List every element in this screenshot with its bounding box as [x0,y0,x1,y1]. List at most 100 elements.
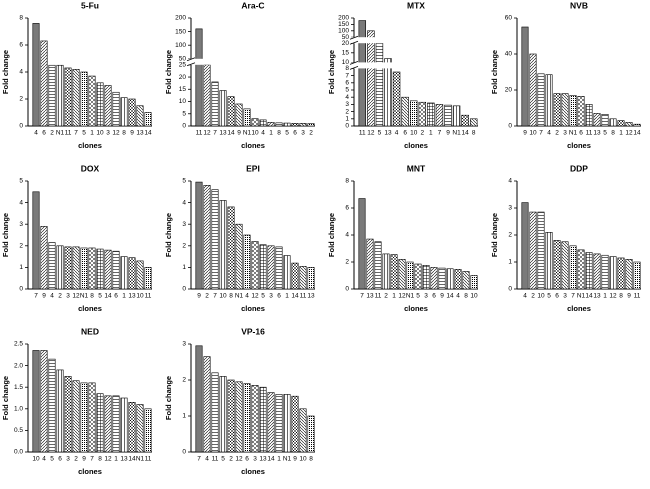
x-tick-label: 14 [267,456,275,463]
bar [203,64,211,127]
x-tick-label: 9 [627,293,631,300]
y-tick-label: 0 [19,286,23,293]
bar [80,247,88,290]
x-tick-label: 7 [34,293,38,300]
x-axis-label: clones [241,304,265,313]
y-tick-label: 2 [19,243,23,250]
bar [219,90,227,127]
bar [112,250,120,290]
bar [617,257,625,290]
x-tick-label: 7 [213,293,217,300]
x-tick-label: 12 [235,456,243,463]
bar [219,200,227,290]
bar [601,254,609,290]
x-tick-label: 12 [203,130,211,137]
bar [593,253,601,290]
bar [427,102,435,127]
bar [283,394,291,453]
bar [40,226,48,290]
x-tick-label: 6 [277,293,281,300]
y-tick-label: 2 [345,108,349,115]
bar [235,381,243,453]
bar [392,71,401,127]
bar [144,408,152,453]
bar [617,120,625,127]
bar [32,191,40,290]
bar [545,232,553,290]
x-tick-label: 13 [120,456,128,463]
bar [32,350,40,453]
x-tick-label: 3 [106,130,110,137]
y-tick-label: 2 [19,96,23,103]
y-tick-label: 3 [19,221,23,228]
bar [120,97,128,127]
y-tick-label: 2 [508,232,512,239]
y-tick-label: 7 [345,72,349,79]
bar [56,245,64,290]
bar [452,105,461,127]
bar [128,98,136,127]
y-tick-label: 2.0 [14,362,23,369]
bar [446,268,454,290]
bar [299,123,307,127]
y-tick-label: 25 [179,62,187,69]
y-tick-label: 50 [179,56,187,63]
x-tick-label: 10 [537,293,545,300]
bar [96,82,104,127]
x-tick-label: 1 [392,293,396,300]
panel-title: MNT [407,163,426,173]
bar [469,118,478,127]
x-tick-label: 4 [34,130,38,137]
bar [64,67,72,127]
x-tick-label: 10 [219,293,227,300]
x-tick-label: 5 [82,130,86,137]
x-tick-label: 11 [586,130,593,137]
x-tick-label: 2 [384,293,388,300]
panel-title: MTX [407,0,425,10]
bar [569,95,577,127]
y-tick-label: 0 [508,123,512,130]
axis-break-mark [186,62,196,67]
bar [291,395,299,453]
x-tick-label: 13 [307,293,315,300]
bar [384,58,392,127]
bar [112,91,120,127]
x-tick-label: 13 [219,130,227,137]
axis-break-mark [349,66,359,70]
bar [211,372,219,453]
bar [80,71,88,127]
x-tick-label: N1 [577,293,586,300]
bar [275,122,283,127]
bar [72,69,80,127]
bar [537,73,545,127]
bar [72,246,80,290]
x-tick-label: 3 [563,293,567,300]
bar [601,114,609,127]
y-tick-label: 0 [182,286,186,293]
x-tick-label: 12 [398,293,406,300]
x-tick-label: 9 [446,130,450,137]
panel-title: DDP [570,163,588,173]
y-tick-label: 10 [179,98,187,105]
axis-break-mark [349,40,359,45]
x-tick-label: 11 [634,293,641,300]
x-tick-label: 9 [237,130,241,137]
y-tick-label: 8 [345,178,349,185]
bar [48,64,56,127]
x-tick-label: 11 [145,456,152,463]
bar [219,376,227,453]
x-tick-label: 1 [619,130,623,137]
bar [56,369,64,453]
x-tick-label: 2 [74,456,78,463]
bar [291,123,299,127]
x-tick-label: 12 [625,130,633,137]
x-tick-label: 1 [285,293,289,300]
bar [299,266,307,290]
x-tick-label: 6 [58,456,62,463]
bar [235,223,243,290]
